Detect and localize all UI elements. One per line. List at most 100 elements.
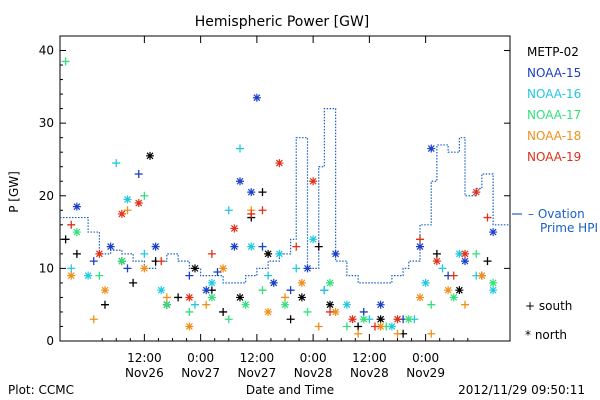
data-point [449, 293, 458, 302]
data-point [95, 249, 104, 258]
data-point [123, 195, 132, 204]
data-point [224, 206, 233, 215]
data-point [72, 228, 81, 237]
data-point [359, 307, 368, 316]
data-point [140, 191, 149, 200]
data-point [67, 271, 76, 280]
data-point [101, 300, 109, 309]
plot-credit: Plot: CCMC [8, 383, 74, 397]
data-point [129, 278, 138, 287]
legend-entry: NOAA-18 [527, 129, 581, 143]
data-point [236, 293, 244, 302]
data-point [326, 307, 334, 316]
data-point [331, 249, 340, 258]
data-point [303, 307, 312, 316]
data-point [275, 159, 284, 168]
data-point [416, 235, 424, 244]
data-point [427, 144, 436, 153]
data-point [258, 188, 267, 197]
x-tick-time-label: 12:00 [127, 351, 162, 365]
data-point [438, 264, 447, 273]
data-point [342, 300, 351, 309]
data-point [286, 315, 295, 324]
data-point [483, 213, 492, 222]
x-tick-date-label: Nov27 [181, 366, 220, 380]
data-point [286, 286, 295, 295]
data-point [292, 242, 301, 251]
data-point [376, 300, 385, 309]
y-tick-label: 10 [39, 261, 54, 275]
y-axis-ticks: 0 10 20 30 40 [39, 35, 510, 348]
data-point [61, 57, 70, 66]
data-point [202, 286, 211, 295]
data-point [230, 242, 239, 251]
data-point [247, 242, 256, 251]
x-tick-date-label: Nov28 [294, 366, 333, 380]
x-tick-time-label: 12:00 [240, 351, 275, 365]
data-point [89, 315, 98, 324]
data-point [281, 293, 289, 302]
data-point [326, 300, 334, 309]
x-tick-time-label: 0:00 [187, 351, 214, 365]
legend-entry: NOAA-19 [527, 150, 581, 164]
data-point [207, 249, 216, 258]
plot-timestamp: 2012/11/29 09:50:11 [458, 383, 585, 397]
data-point [348, 315, 357, 324]
x-tick-date-label: Nov27 [238, 366, 277, 380]
data-point [185, 271, 194, 280]
data-point [117, 257, 126, 266]
data-point [427, 329, 436, 338]
x-tick-time-label: 0:00 [300, 351, 327, 365]
x-axis-label: Date and Time [246, 383, 334, 397]
data-point [219, 264, 228, 273]
data-point [230, 224, 239, 233]
data-point [421, 278, 430, 287]
data-point [393, 315, 402, 324]
data-point [95, 271, 104, 280]
data-point [157, 257, 166, 266]
data-point [224, 315, 233, 324]
ovation-legend-label-2: Prime HPI [540, 221, 598, 235]
data-point [320, 286, 329, 295]
data-point [427, 300, 436, 309]
marker-legend-entry: * north [525, 328, 567, 342]
data-point [84, 271, 93, 280]
data-point [432, 249, 441, 258]
data-point [342, 322, 351, 331]
data-point [258, 286, 267, 295]
y-axis-label: P [GW] [7, 171, 21, 213]
x-tick-date-label: Nov29 [406, 366, 445, 380]
data-point [252, 93, 261, 102]
data-point [404, 315, 413, 324]
data-point [387, 322, 396, 331]
data-point [247, 209, 256, 218]
data-point [123, 206, 132, 215]
data-point [489, 286, 498, 295]
data-point [191, 264, 199, 273]
y-tick-label: 20 [39, 189, 54, 203]
data-point [101, 286, 109, 295]
data-point [236, 177, 244, 186]
data-point [134, 169, 143, 178]
data-point [202, 300, 211, 309]
data-point [72, 249, 81, 258]
data-point [461, 300, 469, 309]
data-point [247, 188, 256, 197]
legend-entry: NOAA-17 [527, 108, 581, 122]
data-point [258, 206, 267, 215]
data-point [354, 329, 363, 338]
data-point [303, 264, 312, 273]
legend-entry: NOAA-16 [527, 87, 581, 101]
x-tick-time-label: 12:00 [352, 351, 387, 365]
data-point [309, 177, 318, 186]
data-point [162, 293, 171, 302]
data-point [309, 235, 318, 244]
data-point [219, 307, 228, 316]
data-point [483, 257, 492, 266]
data-point [67, 264, 76, 273]
data-point [72, 202, 81, 211]
data-point [264, 307, 273, 316]
data-points [61, 57, 498, 338]
data-point [432, 257, 441, 266]
